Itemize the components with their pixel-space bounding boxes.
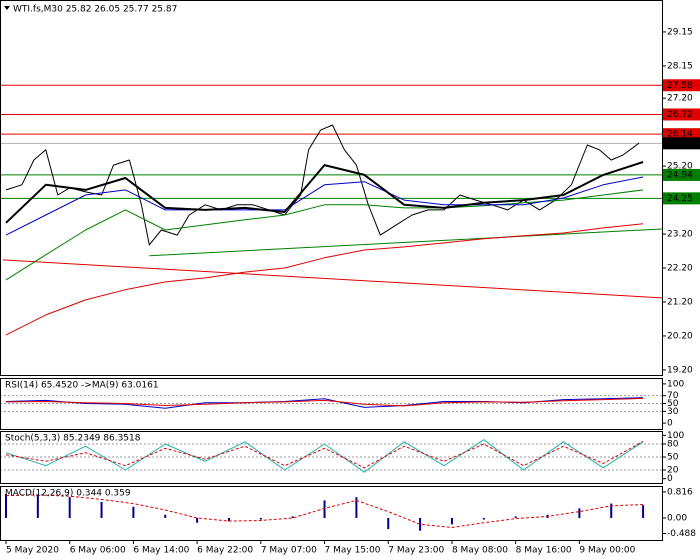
menu-arrow[interactable]	[4, 6, 10, 10]
histogram-bar	[610, 503, 613, 518]
series-line	[5, 176, 644, 236]
level-box	[663, 137, 700, 150]
histogram-bar	[100, 501, 103, 518]
x-tick-label: 5 May 2020	[6, 546, 59, 556]
y-tick-label: 29.15	[667, 27, 693, 37]
panel-title: WTI.fs,M30 25.82 26.05 25.77 25.87	[13, 5, 177, 15]
panel-frame	[0, 0, 663, 376]
y-tick-label: 19.20	[667, 365, 693, 375]
y-tick-label: 50	[667, 453, 679, 463]
histogram-bar	[450, 517, 453, 525]
y-tick-label: 28.15	[667, 61, 693, 71]
histogram-bar	[132, 506, 135, 518]
level-box	[663, 108, 700, 121]
x-tick-label: 8 May 08:00	[452, 546, 508, 556]
histogram-bar	[291, 516, 294, 518]
series-line	[5, 161, 644, 224]
y-tick-label: 22.20	[667, 264, 693, 274]
y-tick-label: 30	[667, 407, 679, 417]
y-tick-label: 0.00	[667, 513, 687, 523]
y-tick-label: -0.488	[667, 529, 696, 539]
series-line	[5, 439, 644, 473]
panel-title: Stoch(5,3,3) 85.2349 86.3518	[5, 434, 141, 444]
level-box	[663, 79, 700, 92]
histogram-bar	[323, 500, 326, 518]
histogram-bar	[164, 514, 167, 518]
level-box	[663, 128, 700, 141]
x-tick-label: 7 May 23:00	[388, 546, 444, 556]
y-tick-label: 20.20	[667, 331, 693, 341]
y-tick-label: 23.20	[667, 230, 693, 240]
panel-frame	[0, 486, 663, 541]
level-label: 25.87	[667, 139, 693, 149]
histogram-bar	[642, 505, 645, 518]
series-line	[5, 440, 644, 469]
histogram-bar	[4, 493, 7, 518]
y-tick-label: 25.20	[667, 162, 693, 172]
trend-line	[149, 228, 662, 257]
y-tick-label: 0	[667, 419, 673, 429]
y-tick-label: 20	[667, 466, 679, 476]
series-line	[5, 189, 644, 281]
series-line	[5, 494, 644, 528]
y-tick-label: 0	[667, 474, 673, 484]
x-tick-label: 8 May 16:00	[516, 546, 572, 556]
level-box	[663, 168, 700, 181]
level-label: 24.25	[667, 194, 693, 204]
x-tick-label: 7 May 15:00	[325, 546, 381, 556]
x-tick-label: 6 May 14:00	[133, 546, 189, 556]
histogram-bar	[419, 517, 422, 531]
trend-line	[2, 259, 662, 299]
panel	[4, 493, 645, 531]
level-label: 27.58	[667, 81, 693, 91]
panel-title: MACD(12,26,9) 0.344 0.359	[5, 489, 131, 499]
y-tick-label: 70	[667, 391, 679, 401]
level-label: 26.14	[667, 130, 693, 140]
histogram-bar	[196, 517, 199, 523]
histogram-bar	[578, 508, 581, 518]
x-tick-label: 6 May 06:00	[70, 546, 126, 556]
x-tick-label: 6 May 22:00	[197, 546, 253, 556]
level-box	[663, 192, 700, 205]
histogram-bar	[482, 517, 485, 520]
histogram-bar	[387, 517, 390, 530]
panel	[0, 395, 662, 412]
y-tick-label: 0.816	[667, 487, 693, 497]
series-line	[5, 223, 644, 336]
histogram-bar	[68, 497, 71, 518]
panel-title: RSI(14) 65.4520 ->MA(9) 63.0161	[5, 381, 159, 391]
panel	[0, 84, 662, 336]
x-tick-label: 9 May 00:00	[579, 546, 635, 556]
panel	[0, 439, 662, 473]
y-tick-label: 100	[667, 379, 684, 389]
histogram-bar	[514, 516, 517, 518]
y-tick-label: 100	[667, 431, 684, 441]
histogram-bar	[259, 517, 262, 520]
y-tick-label: 27.20	[667, 94, 693, 104]
level-label: 24.94	[667, 170, 693, 180]
y-tick-label: 21.20	[667, 297, 693, 307]
series-line	[5, 397, 644, 407]
histogram-bar	[36, 494, 39, 518]
x-tick-label: 7 May 07:00	[261, 546, 317, 556]
y-tick-label: 80	[667, 440, 679, 450]
series-line	[5, 124, 640, 246]
y-tick-label: 50	[667, 399, 679, 409]
histogram-bar	[227, 517, 230, 522]
level-label: 26.72	[667, 110, 693, 120]
histogram-bar	[355, 497, 358, 518]
